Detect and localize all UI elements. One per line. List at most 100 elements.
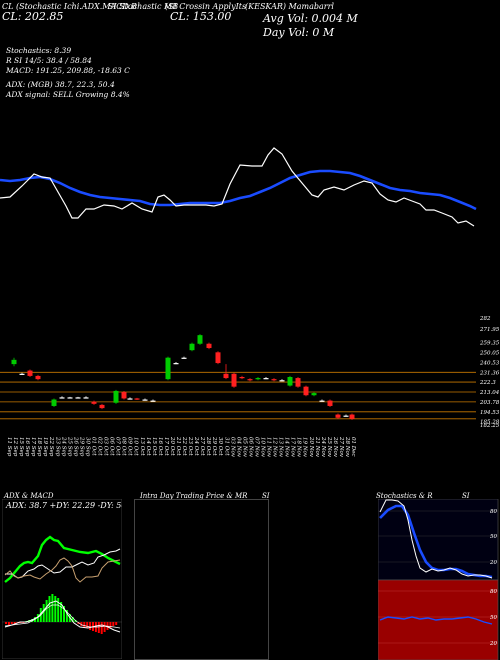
date-tick-label: 18 Nov [296, 437, 302, 458]
candle-body [27, 370, 33, 376]
rsi-line [379, 616, 493, 625]
candle-13 [127, 397, 133, 400]
date-tick-label: 23 Sep [54, 436, 60, 457]
date-tick-label: 28 Nov [344, 436, 350, 458]
candle-body [349, 414, 355, 419]
candle-38 [335, 413, 341, 419]
date-tick-label: 22 Oct [181, 436, 187, 456]
candle-21 [197, 334, 203, 345]
info-macd: MACD: 191.25, 209.88, -18.63 C [6, 66, 130, 75]
price-tick-label: 185.28 [480, 420, 500, 426]
price-tick-label: 282 [479, 316, 491, 322]
macd-line [4, 600, 121, 633]
info-rsi: R SI 14/5: 38.4 / 58.84 [6, 56, 92, 65]
candle-26 [239, 375, 245, 380]
macd-hist-bar [63, 606, 65, 622]
header-mid-line1: SI Stochastic MB [108, 2, 179, 11]
candle-body [263, 378, 269, 380]
date-tick-label: 09 Oct [127, 437, 133, 456]
candle-body [197, 335, 203, 344]
minus-dy-line [4, 557, 121, 583]
info-adx: ADX: (MGB) 38.7, 22.3, 50.4 [6, 80, 115, 89]
date-tick-label: 23 Oct [187, 436, 193, 456]
date-tick-label: 06 Oct [109, 437, 115, 456]
candle-body [113, 390, 119, 403]
candle-body [134, 398, 140, 400]
macd-hist-bar [112, 622, 115, 626]
candle-9 [91, 400, 97, 405]
rsi-tick-label: 20 [489, 641, 497, 647]
candle-23 [215, 351, 221, 365]
candle-24 [223, 364, 229, 380]
macd-hist-bar [36, 614, 39, 622]
date-tick-label: 06 Nov [247, 437, 253, 458]
date-tick-label: 16 Sep [24, 437, 30, 457]
candle-body [223, 373, 229, 379]
candle-10 [99, 403, 105, 410]
candle-body [91, 401, 97, 404]
price-tick-label: 194.53 [480, 410, 500, 416]
candle-39 [343, 414, 349, 417]
price-tick-label: 250.05 [479, 350, 500, 356]
adx-line [4, 535, 121, 583]
macd-hist-bar [45, 600, 48, 622]
macd-hist-bar [83, 622, 86, 628]
candle-37 [327, 399, 333, 408]
candle-27 [247, 378, 253, 382]
candle-body [173, 363, 179, 365]
intraday-panel-title: Intra Day Trading Price & MR [140, 492, 248, 500]
header-left-line: CL (Stochastic Ichi.ADX.MACD.B [2, 2, 137, 11]
date-tick-label: 03 Oct [103, 437, 109, 456]
candle-body [231, 373, 237, 387]
candle-12 [121, 390, 127, 400]
candle-body [165, 357, 171, 380]
candle-body [181, 357, 187, 359]
candle-22 [206, 342, 212, 350]
adx-panel-frame [2, 499, 122, 659]
rsi-tick-label: 80 [490, 589, 497, 595]
date-tick-label: 19 Sep [42, 437, 48, 457]
date-tick-label: 11 Sep [6, 437, 12, 457]
date-tick-label: 17 Oct [163, 437, 169, 456]
candle-31 [279, 379, 285, 382]
candle-40 [349, 413, 355, 420]
price-tick-label: 240.53 [479, 360, 500, 366]
date-tick-label: 16 Oct [157, 437, 163, 456]
date-tick-label: 29 Oct [211, 436, 217, 456]
date-tick-label: 25 Sep [66, 436, 72, 457]
macd-hist-bar [71, 617, 74, 622]
date-tick-label: 26 Sep [72, 436, 78, 457]
intraday-panel-si: SI [262, 492, 270, 500]
macd-hist-bar [13, 622, 16, 624]
macd-hist-bar [54, 596, 57, 622]
candle-1 [19, 372, 25, 375]
candle-20 [189, 342, 195, 352]
date-tick-label: 01 Dec [350, 437, 356, 457]
date-tick-label: 30 Sep [84, 437, 90, 457]
candle-17 [165, 356, 171, 381]
date-tick-label: 07 Nov [253, 437, 259, 458]
candle-body [311, 393, 317, 396]
date-tick-label: 08 Oct [121, 437, 127, 456]
macd-hist-bar [86, 622, 89, 628]
macd-hist-bar [31, 619, 34, 622]
date-tick-label: 05 Nov [241, 437, 247, 458]
info-adx-signal: ADX signal: SELL Growing 8.4% [6, 90, 130, 99]
candle-7 [75, 396, 81, 399]
date-tick-label: 24 Oct [193, 436, 199, 456]
date-tick-label: 15 Sep [18, 437, 24, 457]
date-tick-label: 17 Sep [30, 437, 36, 457]
macd-hist-bar [80, 622, 83, 626]
stoch-tick-label: 20 [489, 560, 497, 566]
header-mid-line2: (SI Crossin ApplyIts [165, 2, 247, 11]
date-tick-label: 24 Sep [60, 436, 66, 457]
date-tick-label: 27 Nov [338, 436, 344, 458]
candle-body [67, 397, 73, 399]
macd-hist-bar [97, 622, 100, 633]
candle-18 [173, 361, 179, 365]
date-tick-label: 28 Oct [205, 436, 211, 456]
candle-body [279, 380, 285, 382]
candle-body [189, 343, 195, 351]
candle-body [215, 352, 221, 364]
intraday-panel [134, 499, 269, 660]
